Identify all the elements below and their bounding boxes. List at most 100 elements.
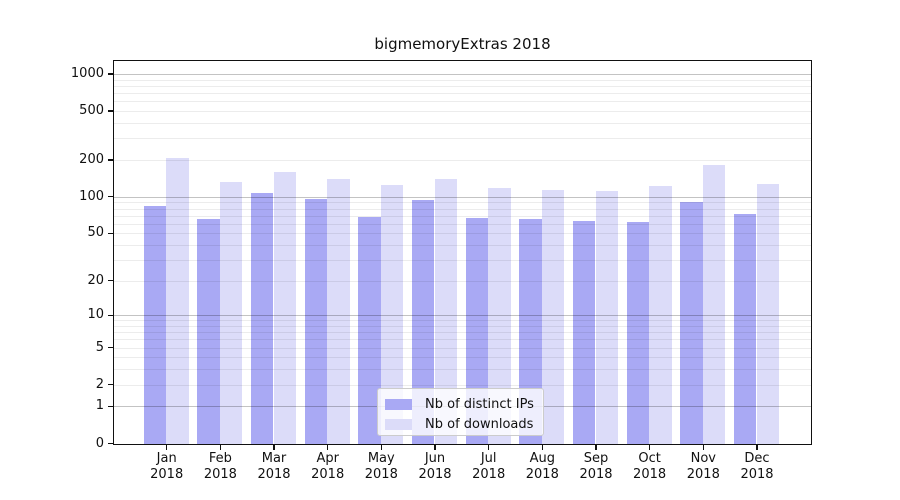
x-tick-label: Apr 2018 — [296, 451, 360, 483]
x-tick-month: Dec — [744, 451, 770, 466]
legend-swatch-downloads — [385, 418, 412, 430]
gridline-minor — [114, 357, 811, 359]
y-tick-mark — [108, 159, 113, 161]
x-tick-mark — [380, 445, 382, 450]
gridline-minor — [114, 93, 811, 95]
plot-inner: Nb of distinct IPs Nb of downloads — [114, 61, 811, 444]
x-tick-mark — [273, 445, 275, 450]
bar-downloads — [327, 178, 350, 444]
bar-downloads — [434, 179, 458, 444]
x-tick-label: Feb 2018 — [188, 451, 252, 483]
gridline-minor — [114, 208, 811, 210]
plot-area: Nb of distinct IPs Nb of downloads — [113, 60, 812, 445]
chart-title: bigmemoryExtras 2018 — [374, 35, 551, 53]
y-tick-label: 500 — [79, 103, 104, 119]
gridline-minor — [114, 332, 811, 334]
x-tick-label: Sep 2018 — [564, 451, 628, 483]
x-tick-label: Oct 2018 — [618, 451, 682, 483]
x-tick-month: Jul — [480, 451, 497, 466]
x-tick-label: Mar 2018 — [242, 451, 306, 483]
bar-downloads — [649, 185, 672, 444]
y-tick-mark — [108, 232, 113, 234]
bar-downloads — [380, 184, 404, 444]
x-tick-year: 2018 — [525, 467, 559, 482]
x-tick-month: May — [367, 451, 395, 466]
bar-distinct-ips — [197, 219, 220, 444]
x-tick-month: Jun — [424, 451, 446, 466]
gridline-minor — [114, 320, 811, 322]
gridline-minor — [114, 326, 811, 327]
gridline-minor — [114, 215, 811, 217]
x-tick-label: Aug 2018 — [510, 451, 574, 483]
y-tick-mark — [108, 73, 113, 75]
bar-downloads — [702, 165, 726, 444]
x-tick-label: May 2018 — [349, 451, 413, 483]
gridline-minor — [114, 339, 811, 341]
bar-distinct-ips — [572, 220, 596, 444]
gridline-minor — [114, 111, 811, 113]
gridline-minor — [114, 280, 811, 282]
bar-downloads — [273, 172, 297, 444]
x-tick-month: Jan — [156, 451, 177, 466]
x-tick-year: 2018 — [472, 467, 506, 482]
x-tick-mark — [648, 445, 651, 450]
x-tick-year: 2018 — [203, 467, 237, 482]
bar-downloads — [488, 188, 511, 444]
legend-swatch-distinct-ips — [385, 398, 412, 410]
gridline-minor — [114, 244, 811, 246]
bar-downloads — [166, 158, 189, 444]
legend: Nb of distinct IPs Nb of downloads — [377, 388, 544, 436]
x-tick-year: 2018 — [686, 467, 720, 482]
gridline-minor — [114, 369, 811, 371]
bar-downloads — [595, 190, 619, 444]
bar-downloads — [756, 184, 780, 444]
bar-distinct-ips — [358, 216, 381, 444]
gridline-minor — [114, 138, 811, 140]
y-tick-mark — [108, 314, 113, 316]
bar-distinct-ips — [250, 193, 274, 444]
bar-distinct-ips — [411, 199, 435, 444]
y-tick-label: 50 — [87, 225, 104, 241]
x-tick-mark — [541, 445, 543, 450]
legend-label-downloads: Nb of downloads — [425, 416, 534, 432]
x-tick-year: 2018 — [633, 467, 667, 482]
y-tick-label: 10 — [87, 307, 104, 323]
x-tick-label: Jun 2018 — [403, 451, 467, 483]
legend-item-downloads: Nb of downloads — [385, 414, 543, 434]
legend-label-distinct-ips: Nb of distinct IPs — [425, 396, 534, 412]
bar-distinct-ips — [733, 213, 757, 444]
gridline-minor — [114, 259, 811, 261]
x-tick-year: 2018 — [418, 467, 452, 482]
x-tick-label: Nov 2018 — [671, 451, 735, 483]
x-tick-mark — [488, 445, 490, 450]
x-tick-year: 2018 — [311, 467, 345, 482]
x-tick-label: Dec 2018 — [725, 451, 789, 483]
x-tick-year: 2018 — [579, 467, 613, 482]
gridline-major — [114, 315, 811, 317]
bar-distinct-ips — [626, 221, 650, 444]
gridline-minor — [114, 123, 811, 124]
x-tick-label: Jul 2018 — [457, 451, 521, 483]
y-tick-mark — [108, 110, 113, 112]
bar-distinct-ips — [680, 202, 703, 444]
legend-item-distinct-ips: Nb of distinct IPs — [385, 394, 543, 414]
y-tick-label: 200 — [79, 151, 104, 167]
x-tick-year: 2018 — [740, 467, 774, 482]
x-tick-year: 2018 — [257, 467, 291, 482]
gridline-minor — [114, 202, 811, 204]
x-tick-mark — [595, 445, 597, 450]
gridline-minor — [114, 384, 811, 386]
x-tick-label: Jan 2018 — [135, 451, 199, 483]
x-tick-month: Nov — [690, 451, 716, 466]
bar-distinct-ips — [465, 218, 489, 444]
x-tick-mark — [327, 445, 329, 450]
gridline-minor — [114, 79, 811, 81]
x-tick-month: Apr — [316, 451, 339, 466]
gridline-minor — [114, 159, 811, 161]
y-tick-label: 1000 — [70, 66, 104, 82]
gridline-minor — [114, 223, 811, 225]
x-tick-mark — [756, 445, 758, 450]
y-tick-mark — [108, 347, 113, 349]
y-tick-label: 0 — [95, 435, 104, 451]
